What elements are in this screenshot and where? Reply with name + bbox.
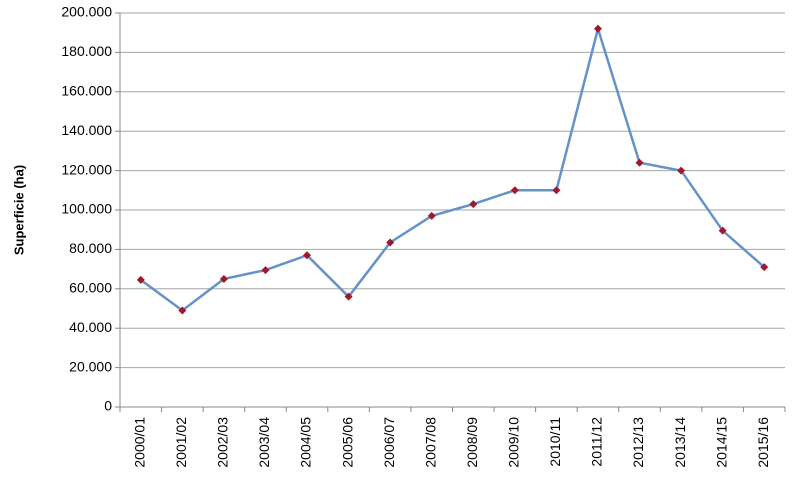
y-tick-label: 20.000 [69,358,112,374]
x-tick-label: 2014/15 [713,417,729,468]
data-point [469,200,478,209]
y-tick-label: 140.000 [61,122,112,138]
x-tick-label: 2011/12 [589,417,605,467]
y-tick-label: 120.000 [61,161,112,177]
x-tick-label: 2002/03 [215,417,231,468]
y-tick-label: 200.000 [61,4,112,20]
x-tick-label: 2006/07 [381,417,397,468]
x-tick-label: 2007/08 [422,417,438,468]
x-tick-label: 2012/13 [630,417,646,468]
x-tick-label: 2004/05 [298,417,314,468]
x-tick-label: 2009/10 [506,417,522,468]
x-tick-label: 2000/01 [131,417,147,468]
x-tick-label: 2015/16 [755,417,771,468]
x-tick-label: 2003/04 [256,417,272,468]
data-point [136,275,145,284]
y-tick-label: 40.000 [69,319,112,335]
data-point [427,211,436,220]
data-point [552,186,561,195]
data-point [178,306,187,315]
y-tick-label: 0 [104,398,112,414]
x-tick-label: 2010/11 [547,417,563,467]
data-point [386,238,395,247]
data-point [677,166,686,175]
data-point [344,292,353,301]
data-point [635,158,644,167]
data-point [510,186,519,195]
y-axis-label: Superficie (ha) [11,165,26,255]
x-tick-label: 2013/14 [672,417,688,468]
y-tick-label: 60.000 [69,280,112,296]
series-line [140,24,766,313]
data-point [303,251,312,260]
y-tick-label: 180.000 [61,43,112,59]
data-point [760,263,769,272]
y-tick-label: 80.000 [69,240,112,256]
x-tick-label: 2005/06 [339,417,355,468]
x-tick-label: 2001/02 [173,417,189,468]
data-point [219,274,228,283]
y-tick-label: 100.000 [61,201,112,217]
y-tick-label: 160.000 [61,83,112,99]
x-tick-label: 2008/09 [464,417,480,468]
data-point [261,266,270,275]
data-point [593,24,602,33]
data-point [718,226,727,235]
